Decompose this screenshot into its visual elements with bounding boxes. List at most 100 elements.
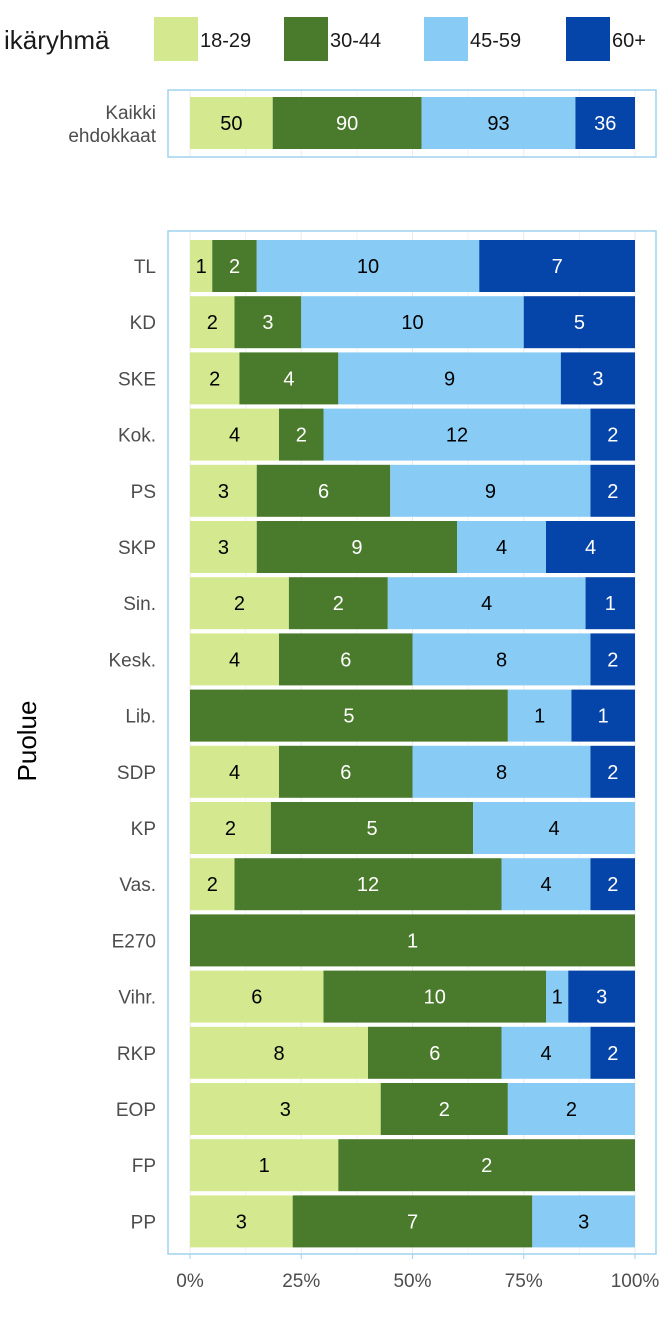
data-label: 3 (596, 987, 607, 1009)
category-label-line: SDP (117, 763, 156, 784)
category-label-line: RKP (117, 1044, 156, 1065)
tick-label: 0% (176, 1271, 204, 1292)
data-label: 9 (485, 481, 496, 503)
category-label: RKP (117, 1044, 156, 1065)
data-label: 3 (262, 312, 273, 334)
data-label: 1 (259, 1155, 270, 1177)
bar-kd-60+ (523, 296, 635, 349)
bar-fp-30-44 (338, 1139, 635, 1192)
data-label: 12 (357, 874, 379, 896)
category-label-line: Kesk. (108, 650, 156, 671)
data-label: 4 (229, 425, 240, 447)
data-label: 3 (218, 481, 229, 503)
category-label-line: Kok. (118, 426, 156, 447)
bars: 50 90 93 361 2 10 72 3 10 52 4 9 34 2 12 23 6 9 23 9 4 42 2 4 14… (190, 97, 635, 1248)
data-label: 7 (407, 1211, 418, 1233)
category-label: KP (131, 819, 156, 840)
category-label: KD (130, 313, 156, 334)
bar-ps-45-59 (390, 464, 591, 517)
data-label: 3 (578, 1211, 589, 1233)
category-label-line: E270 (112, 931, 156, 952)
category-label-line: FP (132, 1156, 156, 1177)
data-label: 36 (594, 113, 616, 135)
category-label: E270 (112, 931, 156, 952)
bar-ske-30-44 (239, 352, 339, 405)
data-label: 93 (487, 113, 509, 135)
category-label: SKE (118, 369, 156, 390)
bar-tl-18-29 (190, 240, 213, 292)
data-label: 3 (592, 368, 603, 390)
data-label: 4 (229, 762, 240, 784)
bar-kok--30-44 (279, 408, 324, 461)
bar-vihr--18-29 (190, 970, 324, 1023)
category-label-line: EOP (116, 1100, 156, 1121)
category-label: Kesk. (108, 650, 156, 671)
bar-sdp-45-59 (412, 745, 591, 798)
bar-pp-30-44 (292, 1195, 533, 1248)
category-label-line: Vas. (119, 875, 156, 896)
data-label: 2 (607, 425, 618, 447)
bar-lib--45-59 (507, 689, 572, 742)
bar-kok--45-59 (323, 408, 591, 461)
bar-sdp-60+ (590, 745, 635, 798)
data-label: 2 (225, 818, 236, 840)
bar-ps-60+ (590, 464, 635, 517)
category-label-line: PP (131, 1212, 156, 1233)
category-label: EOP (116, 1100, 156, 1121)
data-label: 12 (446, 425, 468, 447)
bar-ps-18-29 (190, 464, 257, 517)
data-label: 8 (273, 1043, 284, 1065)
bar-vas--45-59 (501, 858, 591, 911)
category-label-line: Sin. (123, 594, 156, 615)
bar-vas--18-29 (190, 858, 235, 911)
data-label: 1 (552, 987, 563, 1009)
data-label: 2 (207, 312, 218, 334)
bar-kaikki-ehdokkaat-60+ (575, 97, 635, 149)
bar-sin--60+ (585, 577, 635, 630)
bar-rkp-30-44 (368, 1026, 502, 1079)
data-label: 10 (401, 312, 423, 334)
category-label-line: Vihr. (118, 988, 156, 1009)
category-label-line: SKP (118, 538, 156, 559)
bar-ske-45-59 (338, 352, 561, 405)
bar-lib--60+ (571, 689, 635, 742)
category-label: SDP (117, 763, 156, 784)
bar-kesk--45-59 (412, 633, 591, 686)
bar-eop-30-44 (380, 1083, 508, 1135)
data-label: 1 (407, 930, 418, 952)
data-label: 2 (481, 1155, 492, 1177)
legend-swatch-45-59 (424, 17, 468, 61)
bar-rkp-45-59 (501, 1026, 591, 1079)
data-label: 2 (607, 481, 618, 503)
bar-pp-18-29 (190, 1195, 293, 1248)
category-label: Kok. (118, 426, 156, 447)
data-label: 9 (444, 368, 455, 390)
category-label: Vihr. (118, 988, 156, 1009)
data-label: 2 (296, 425, 307, 447)
data-label: 2 (209, 368, 220, 390)
tick-label: 100% (611, 1271, 660, 1292)
bar-vihr--60+ (568, 970, 635, 1023)
category-label-line: TL (134, 257, 156, 278)
data-label: 4 (229, 649, 240, 671)
tick-label: 25% (282, 1271, 320, 1292)
bar-kaikki-ehdokkaat-30-44 (272, 97, 422, 149)
bar-kesk--30-44 (279, 633, 413, 686)
data-label: 2 (607, 649, 618, 671)
data-label: 6 (251, 987, 262, 1009)
x-axis-ticks: 0% 25% 50% 75% 100% (176, 1254, 659, 1292)
bar-skp-18-29 (190, 521, 257, 573)
legend: ikäryhmä 18-29 30-44 45-59 60+ (4, 17, 646, 61)
bar-skp-60+ (546, 521, 635, 573)
bar-sdp-30-44 (279, 745, 413, 798)
legend-swatch-60+ (566, 17, 610, 61)
bar-ps-30-44 (256, 464, 391, 517)
data-label: 4 (481, 593, 492, 615)
data-label: 3 (218, 537, 229, 559)
legend-title: ikäryhmä (4, 25, 110, 55)
data-label: 2 (439, 1099, 450, 1121)
bar-kd-30-44 (234, 296, 302, 349)
bar-kaikki-ehdokkaat-45-59 (421, 97, 576, 149)
data-label: 1 (598, 706, 609, 728)
bar-kp-30-44 (270, 802, 474, 854)
